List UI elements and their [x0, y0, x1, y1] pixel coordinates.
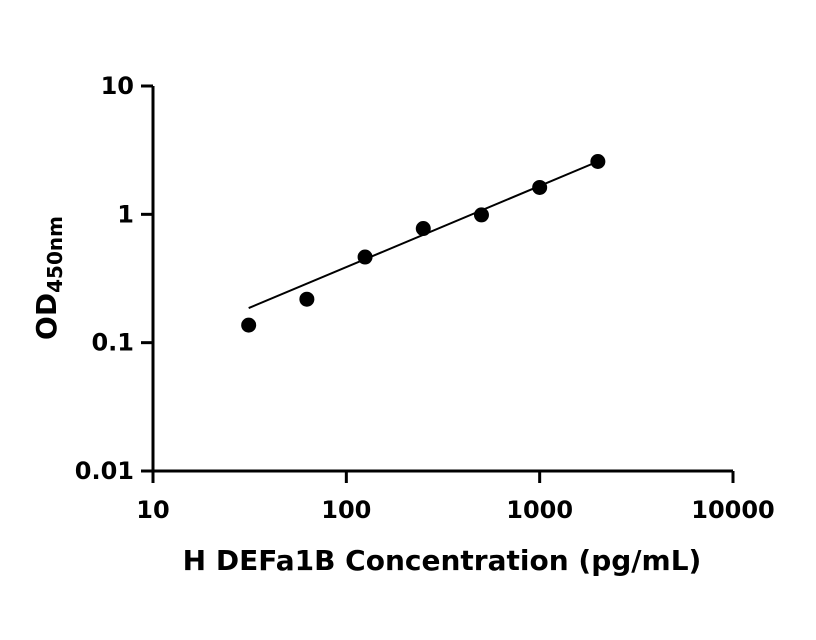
x-tick-label: 1000 — [506, 496, 573, 524]
data-points — [241, 154, 606, 333]
x-axis-ticks: 10 100 1000 10000 — [136, 471, 775, 524]
y-tick-label: 10 — [101, 72, 134, 100]
data-point — [299, 291, 315, 307]
x-tick-label: 10 — [136, 496, 169, 524]
y-axis-ticks: 0.01 0.1 1 10 — [75, 72, 153, 485]
x-axis-label: H DEFa1B Concentration (pg/mL) — [183, 544, 702, 577]
data-point — [241, 317, 257, 333]
data-point — [590, 154, 606, 170]
y-tick-label: 0.01 — [75, 457, 134, 485]
data-point — [532, 179, 548, 195]
y-tick-label: 0.1 — [91, 329, 134, 357]
data-point — [357, 249, 373, 265]
x-tick-label: 100 — [321, 496, 371, 524]
y-axis-label: OD450nm — [30, 216, 67, 340]
x-tick-label: 10000 — [691, 496, 775, 524]
y-axis-label-main: OD — [30, 293, 63, 340]
y-tick-label: 1 — [117, 200, 134, 228]
data-point — [415, 221, 431, 237]
axes — [151, 86, 733, 473]
data-point — [473, 207, 489, 223]
y-axis-label-subscript: 450nm — [43, 216, 67, 293]
